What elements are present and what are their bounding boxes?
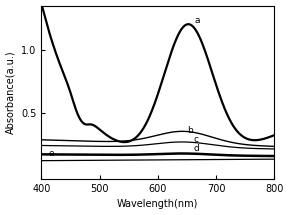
Text: d: d	[193, 144, 199, 153]
Text: b: b	[188, 126, 193, 135]
Y-axis label: Absorbance(a.u.): Absorbance(a.u.)	[5, 51, 16, 134]
X-axis label: Wavelength(nm): Wavelength(nm)	[117, 200, 199, 209]
Text: a: a	[194, 16, 200, 25]
Text: e: e	[49, 149, 55, 158]
Text: c: c	[193, 135, 198, 144]
